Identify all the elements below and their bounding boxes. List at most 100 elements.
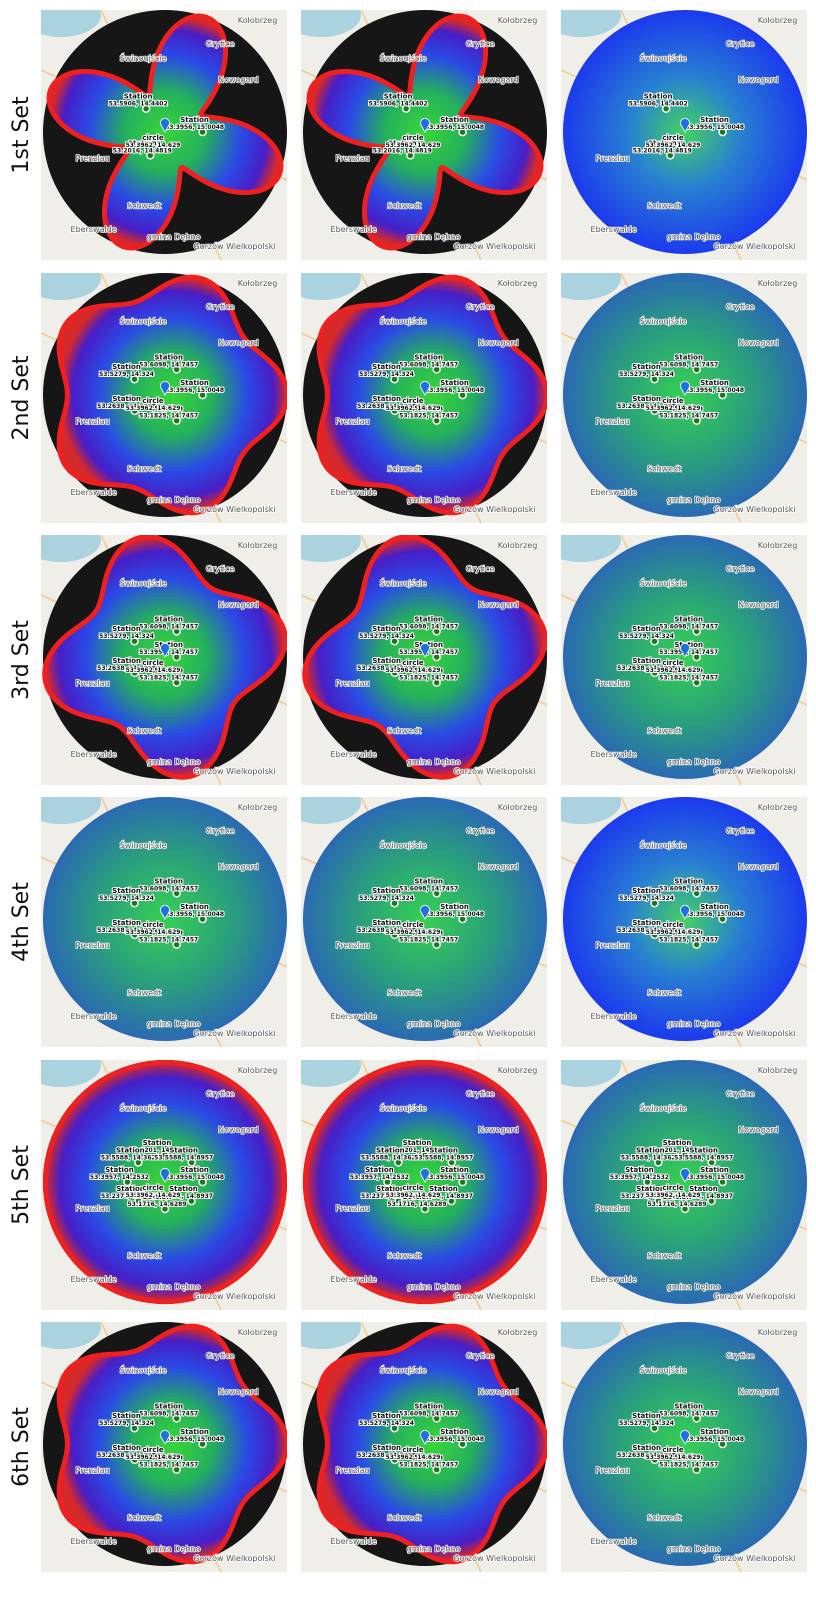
station-coords: 53.5279, 14.324 [619, 1420, 674, 1427]
circle-coords: 53.3962, 14.629 [126, 142, 181, 149]
station-coords: 53.1825, 14.7457 [399, 413, 458, 420]
figure: 1st SetKołobrzegŚwinoujścieGryficeNowoga… [0, 0, 816, 1602]
station-name: Station [180, 1166, 209, 1174]
map-panel: KołobrzegŚwinoujścieGryficeNowogardPrenz… [541, 1043, 807, 1310]
map-label: Świnoujście [120, 1102, 167, 1113]
map-label: Schwedt [647, 464, 681, 473]
map-label: Kołobrzeg [758, 16, 797, 25]
map-panel: KołobrzegŚwinoujścieGryficeNowogardPrenz… [541, 518, 807, 785]
station-name: Station [440, 903, 469, 911]
map-label: Kołobrzeg [758, 1066, 797, 1075]
station-name: Station [632, 363, 661, 371]
circle-name: circle [402, 659, 424, 667]
map-label: Gryfice [206, 40, 235, 49]
circle-name: circle [402, 397, 424, 405]
station-name: Station [414, 615, 443, 623]
map-label: Gryfice [726, 1352, 755, 1361]
station-name: Station [112, 919, 141, 927]
map-label: Schwedt [647, 988, 681, 997]
station-coords: 53.3957, 14.2532 [610, 1174, 669, 1181]
map-label: Kołobrzeg [238, 279, 277, 288]
map-label: Eberswalde [591, 750, 637, 759]
circle-coords: 53.3962, 14.629 [646, 1454, 701, 1461]
map-label: Prenzlau [595, 679, 629, 688]
station-name: Station [372, 887, 401, 895]
map-label: Świnoujście [120, 577, 167, 588]
map-label: Gryfice [726, 303, 755, 312]
map-label: Prenzlau [335, 1204, 369, 1213]
station-coords: 53.6098, 14.7457 [399, 361, 458, 368]
station-name: Station [112, 363, 141, 371]
map-label: Schwedt [387, 988, 421, 997]
map-label: Schwedt [647, 1513, 681, 1522]
station-coords: 53.5588, 14.3623 [101, 1154, 160, 1161]
map-label: Gorzów Wielkopolski [194, 241, 276, 251]
station-coords: 53.5279, 14.324 [99, 633, 154, 640]
map-label: Gorzów Wielkopolski [714, 504, 796, 514]
map-label: Schwedt [127, 1513, 161, 1522]
map-label: Kołobrzeg [498, 16, 537, 25]
station-coords: 53.5279, 14.324 [619, 633, 674, 640]
map-label: gmina Dębno [147, 1019, 201, 1028]
station-name: Station [663, 1139, 692, 1147]
map-label: Prenzlau [335, 1466, 369, 1475]
map-label: Świnoujście [120, 52, 167, 63]
map-label: Schwedt [127, 1251, 161, 1260]
map-label: Kołobrzeg [498, 1066, 537, 1075]
map-label: Nowogard [738, 75, 779, 84]
station-coords: 53.6098, 14.7457 [399, 623, 458, 630]
map-label: gmina Dębno [147, 1282, 201, 1291]
station-name: Station [124, 93, 153, 101]
map-label: Świnoujście [640, 839, 687, 850]
station-coords: 53.5279, 14.324 [619, 895, 674, 902]
station-coords: 53.3956, 15.0048 [165, 1436, 224, 1443]
map-label: Gorzów Wielkopolski [194, 766, 276, 776]
map-label: gmina Dębno [667, 1282, 721, 1291]
map-label: Gorzów Wielkopolski [194, 504, 276, 514]
map-label: Prenzlau [595, 1204, 629, 1213]
station-name: Station [180, 903, 209, 911]
circle-name: circle [142, 921, 164, 929]
map-label: Gryfice [466, 303, 495, 312]
map-label: Świnoujście [640, 315, 687, 326]
station-coords: 53.6098, 14.7457 [139, 623, 198, 630]
map-label: Schwedt [647, 1251, 681, 1260]
station-name: Station [644, 93, 673, 101]
map-label: Gryfice [466, 827, 495, 836]
station-name: Station [429, 1146, 458, 1154]
station-coords: 53.3956, 15.0048 [425, 1174, 484, 1181]
circle-coords: 53.3962, 14.629 [646, 667, 701, 674]
station-name: Station [154, 615, 183, 623]
map-panel: KołobrzegŚwinoujścieGryficeNowogardPrenz… [281, 1305, 547, 1572]
map-label: Prenzlau [75, 1204, 109, 1213]
map-label: gmina Dębno [147, 757, 201, 766]
station-name: Station [632, 625, 661, 633]
circle-coords: 53.3962, 14.629 [646, 1192, 701, 1199]
map-label: Gryfice [206, 1090, 235, 1099]
map-label: Eberswalde [331, 750, 377, 759]
row-label: 3rd Set [9, 620, 34, 700]
station-name: Station [112, 887, 141, 895]
station-name: Station [116, 1146, 145, 1154]
map-label: Eberswalde [71, 1012, 117, 1021]
map-label: Gorzów Wielkopolski [714, 1028, 796, 1038]
row-label: 5th Set [9, 1145, 34, 1225]
map-label: Eberswalde [71, 1537, 117, 1546]
station-coords: 53.6098, 14.7457 [659, 623, 718, 630]
station-coords: 53.6098, 14.7457 [139, 361, 198, 368]
water [541, 1043, 621, 1087]
map-label: Kołobrzeg [758, 541, 797, 550]
map-label: Schwedt [387, 726, 421, 735]
station-name: Station [180, 116, 209, 124]
map-label: Świnoujście [120, 1364, 167, 1375]
map-panel: KołobrzegŚwinoujścieGryficeNowogardPrenz… [541, 256, 807, 523]
water [281, 1043, 361, 1087]
station-coords: 53.5279, 14.324 [359, 1420, 414, 1427]
map-label: Gryfice [206, 565, 235, 574]
map-panel: KołobrzegŚwinoujścieGryficeNowogardPrenz… [21, 256, 287, 523]
station-name: Station [169, 1146, 198, 1154]
station-name: Station [372, 919, 401, 927]
map-label: Prenzlau [75, 941, 109, 950]
station-coords: 53.3956, 15.0048 [425, 911, 484, 918]
circle-name: circle [662, 1184, 684, 1192]
